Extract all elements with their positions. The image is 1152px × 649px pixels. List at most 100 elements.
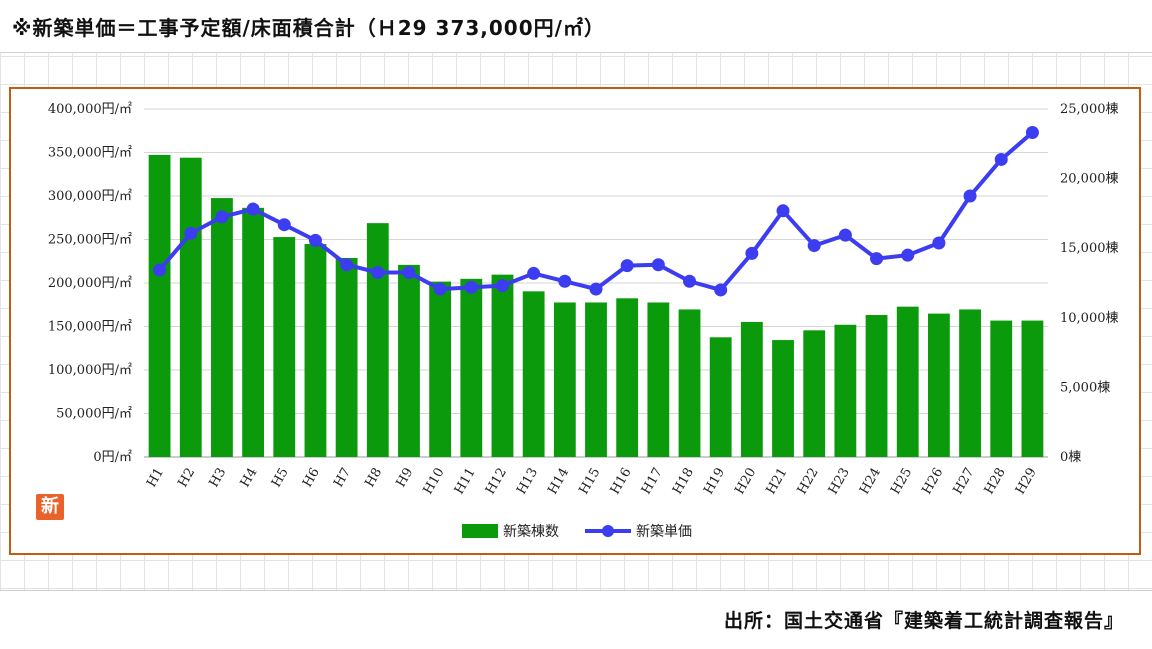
bar (522, 291, 545, 457)
line-point (745, 246, 759, 260)
bar (865, 315, 888, 457)
bar (491, 274, 514, 457)
x-axis-tick-label: H13 (514, 466, 541, 498)
bar (990, 320, 1013, 457)
bar (273, 237, 296, 457)
x-axis-tick-label: H21 (764, 466, 791, 498)
bar (179, 157, 202, 457)
line-point (870, 252, 884, 266)
x-axis-tick-label: H28 (982, 466, 1009, 498)
legend-line-marker (602, 525, 614, 537)
bar (148, 154, 171, 457)
header-band (0, 0, 1152, 53)
x-axis-tick-label: H10 (421, 466, 448, 498)
left-axis-tick-label: 400,000円/㎡ (48, 102, 132, 117)
bar (429, 281, 452, 457)
bar (211, 198, 233, 457)
x-axis-tick-label: H12 (483, 466, 510, 498)
line-point (340, 258, 354, 272)
left-axis-tick-label: 200,000円/㎡ (48, 276, 132, 291)
line-point (683, 274, 697, 288)
x-axis-tick-label: H9 (394, 466, 417, 490)
x-axis-tick-label: H23 (826, 466, 853, 498)
bar (896, 306, 919, 457)
right-axis-tick-label: 0棟 (1060, 450, 1081, 465)
bar (647, 302, 670, 457)
page-title: ※新築単価＝工事予定額/床面積合計（Ｈ29 373,000円/㎡） (12, 16, 605, 40)
line-point (963, 189, 977, 203)
x-axis-tick-label: H27 (951, 466, 978, 498)
line-point (994, 152, 1008, 166)
x-axis-tick-label: H19 (701, 466, 728, 498)
legend-label: 新築単価 (636, 524, 692, 540)
bar (772, 340, 794, 457)
chart-frame[interactable]: 0円/㎡ 50,000円/㎡ 100,000円/㎡ 150,000円/㎡ 200,000… (9, 87, 1141, 555)
line-point (215, 210, 229, 224)
x-axis-tick-label: H29 (1013, 466, 1040, 498)
x-axis-tick-label: H20 (732, 466, 759, 498)
left-axis-tick-label: 50,000円/㎡ (56, 407, 132, 422)
left-axis-tick-label: 0円/㎡ (93, 450, 132, 465)
x-axis-tick-label: H3 (207, 466, 230, 490)
right-axis-tick-label: 25,000棟 (1060, 102, 1119, 117)
footer-band (0, 590, 1152, 649)
x-axis-tick-label: H8 (362, 466, 385, 490)
x-axis-tick-label: H5 (269, 466, 292, 490)
bar (460, 278, 483, 457)
line-point (464, 280, 478, 294)
line-point (433, 282, 447, 296)
line-point (277, 218, 291, 232)
bar (1021, 320, 1044, 457)
left-axis-tick-label: 100,000円/㎡ (48, 363, 132, 378)
x-axis-tick-label: H4 (238, 466, 261, 490)
bar (304, 244, 327, 457)
x-axis-tick-label: H15 (577, 466, 604, 498)
x-axis-tick-label: H2 (175, 466, 198, 490)
line-point (714, 283, 728, 297)
line-point (1025, 125, 1039, 139)
line-point (495, 279, 509, 293)
x-axis-tick-label: H24 (857, 466, 884, 498)
bar (398, 264, 420, 457)
x-axis-tick-label: H1 (144, 466, 167, 490)
line-point (402, 266, 416, 280)
bar (834, 324, 857, 457)
bar (366, 223, 389, 457)
right-axis-tick-label: 15,000棟 (1060, 241, 1119, 256)
left-axis-tick-label: 250,000円/㎡ (48, 233, 132, 248)
bar (335, 257, 358, 457)
new-badge-icon: 新 (36, 494, 64, 520)
line-point (589, 282, 603, 296)
combo-chart: 0円/㎡ 50,000円/㎡ 100,000円/㎡ 150,000円/㎡ 200,000… (48, 102, 1119, 540)
line-point (776, 204, 790, 218)
bar (959, 309, 981, 457)
x-axis-tick-label: H17 (639, 466, 666, 498)
x-axis-tick-label: H25 (888, 466, 915, 498)
x-axis-tick-label: H6 (300, 466, 323, 490)
bar (803, 330, 826, 457)
bar (585, 302, 607, 457)
bar (678, 309, 701, 457)
line-point (651, 258, 665, 272)
bar (553, 302, 576, 457)
line-point (527, 266, 541, 280)
source-note: 出所：国土交通省『建築着工統計調査報告』 (723, 610, 1124, 632)
line-point (901, 248, 915, 262)
x-axis-tick-label: H14 (545, 466, 572, 498)
x-axis-tick-label: H16 (608, 466, 635, 498)
x-axis-tick-label: H22 (795, 466, 822, 498)
line-point (371, 266, 385, 280)
x-axis-tick-label: H11 (452, 466, 479, 498)
legend-bar-swatch (462, 524, 498, 538)
line-point (620, 259, 634, 273)
x-axis-tick-label: H26 (919, 466, 946, 498)
line-point (184, 226, 198, 240)
line-point (246, 202, 260, 216)
line-point (932, 236, 946, 250)
line-point (153, 263, 167, 277)
left-axis-tick-label: 150,000円/㎡ (48, 320, 132, 335)
right-axis-tick-label: 5,000棟 (1060, 380, 1110, 395)
bar (242, 207, 265, 457)
bar (616, 298, 639, 457)
x-axis-tick-label: H18 (670, 466, 697, 498)
